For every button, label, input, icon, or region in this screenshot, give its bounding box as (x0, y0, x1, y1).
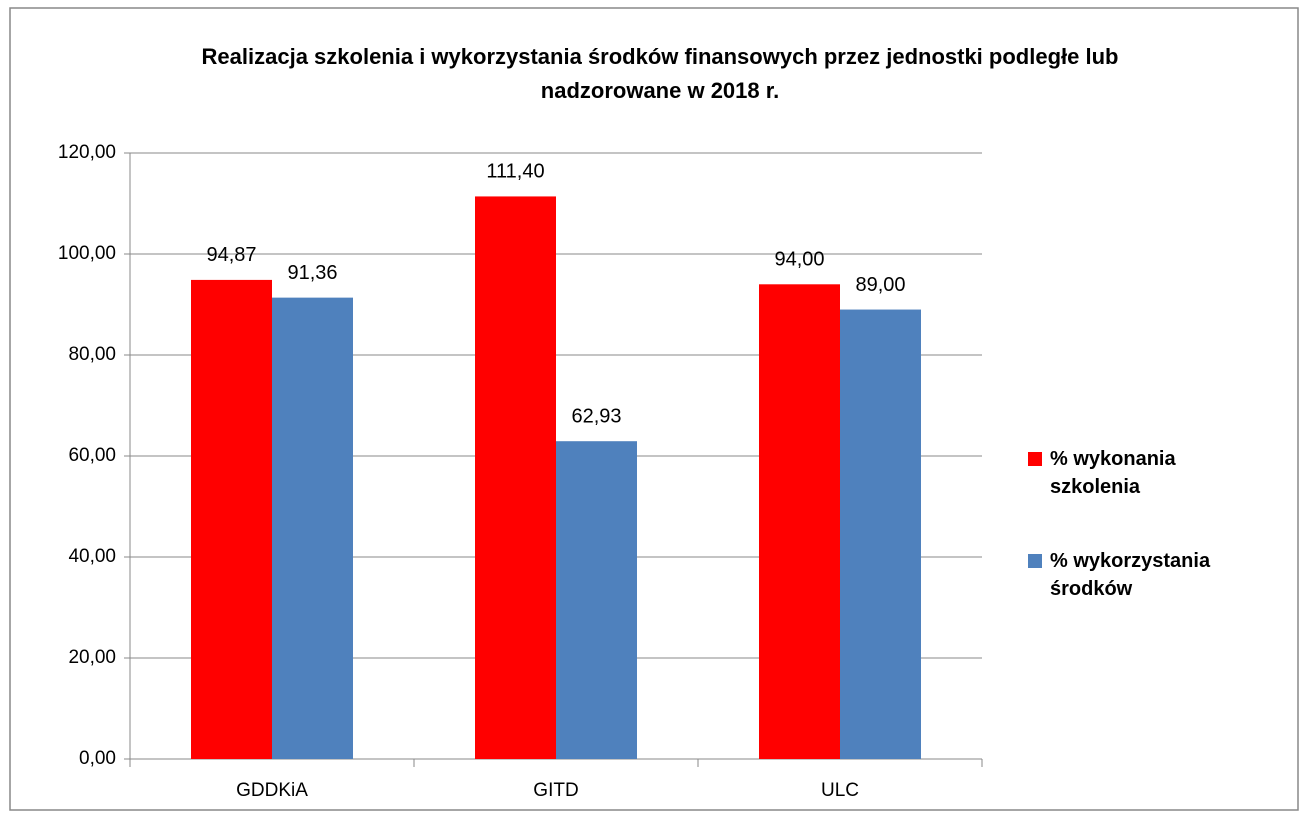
x-tick-label: ULC (821, 780, 859, 801)
y-tick-label: 80,00 (68, 344, 116, 365)
data-label: 111,40 (486, 161, 544, 183)
legend-swatch (1028, 554, 1042, 568)
bar (191, 279, 272, 759)
data-label: 89,00 (855, 274, 905, 296)
data-label: 94,87 (206, 244, 256, 266)
legend-label: % wykonania szkolenia (1050, 448, 1176, 498)
x-tick-label: GDDKiA (236, 780, 308, 801)
x-tick-label: GITD (533, 780, 578, 801)
y-tick-label: 60,00 (68, 445, 116, 466)
bar (840, 309, 921, 759)
data-label: 62,93 (571, 405, 621, 427)
legend-swatch (1028, 452, 1042, 466)
bar (556, 441, 637, 759)
y-tick-label: 0,00 (79, 748, 116, 769)
data-label: 91,36 (287, 262, 337, 284)
data-label: 94,00 (774, 249, 824, 271)
y-tick-label: 40,00 (68, 546, 116, 567)
y-tick-label: 100,00 (58, 243, 116, 264)
bar (272, 297, 353, 759)
y-tick-label: 20,00 (68, 647, 116, 668)
bar (475, 196, 556, 759)
y-tick-label: 120,00 (58, 142, 116, 163)
bar (759, 284, 840, 759)
chart-title: Realizacja szkolenia i wykorzystania śro… (201, 44, 1119, 103)
legend-label: % wykorzystania środków (1050, 550, 1211, 600)
